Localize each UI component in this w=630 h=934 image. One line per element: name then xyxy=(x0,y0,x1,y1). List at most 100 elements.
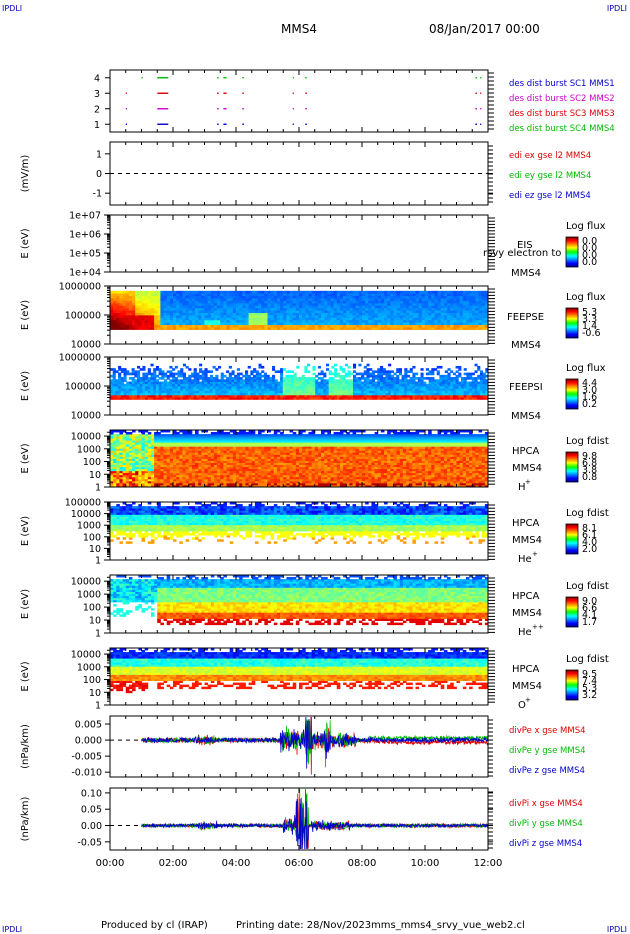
feepsi-cell xyxy=(199,392,203,396)
feepse-cell xyxy=(185,290,190,294)
feepse-cell xyxy=(465,307,470,311)
feepsi-cell xyxy=(137,377,141,380)
feepsi-cell xyxy=(312,394,316,398)
feepsi-cell xyxy=(315,397,319,400)
feepse-cell xyxy=(195,300,199,304)
hpca_h-cell xyxy=(166,442,171,445)
hpca_h-cell xyxy=(122,476,127,480)
hpca_h-cell xyxy=(110,458,114,461)
feepsi-cell xyxy=(471,394,475,398)
feepse-cell xyxy=(447,324,451,328)
hpca_h-cell xyxy=(110,478,114,482)
hpca_h-cell xyxy=(229,480,234,484)
feepsi-cell xyxy=(334,386,338,389)
feepse-cell xyxy=(402,295,407,299)
feepse-cell xyxy=(371,293,375,297)
feepse-cell xyxy=(333,327,338,330)
hpca_h-cell xyxy=(242,434,246,437)
feepse-cell xyxy=(308,290,312,294)
feepse-cell xyxy=(377,302,382,306)
hpca_h-cell xyxy=(220,456,224,459)
feepsi-cell xyxy=(388,372,392,376)
feepsi-cell xyxy=(382,388,386,391)
feepse-cell xyxy=(299,298,303,301)
hpca_h-cell xyxy=(154,436,158,439)
hpca_h-cell xyxy=(154,460,158,463)
feepse-cell xyxy=(390,310,394,313)
feepsi-cell xyxy=(142,388,146,391)
feepse-cell xyxy=(415,305,420,309)
feepsi-cell xyxy=(199,374,203,378)
feepse-cell xyxy=(311,319,316,323)
feepse-cell xyxy=(368,310,372,313)
hpca_h-cell xyxy=(185,454,190,457)
feepse-cell xyxy=(371,322,375,326)
feepse-cell xyxy=(484,298,489,301)
feepse-cell xyxy=(299,317,303,321)
hpca_h-cell xyxy=(138,472,142,476)
feepse-cell xyxy=(141,315,146,318)
feepse-cell xyxy=(169,310,174,313)
feepsi-cell xyxy=(463,386,467,389)
feepse-cell xyxy=(173,312,177,316)
feepse-cell xyxy=(393,324,398,328)
feepsi-cell xyxy=(452,386,456,389)
hpca_h-cell xyxy=(132,458,136,461)
feepsi-cell xyxy=(388,377,392,380)
feepse-cell xyxy=(317,293,322,297)
feepse-cell xyxy=(182,312,186,316)
feepsi-cell xyxy=(439,365,443,369)
feepse-cell xyxy=(147,317,152,321)
feepse-cell xyxy=(343,302,347,306)
feepse-cell xyxy=(371,327,375,330)
feepsi-cell xyxy=(137,381,141,385)
hpca_h-cell xyxy=(125,472,130,476)
feepsi-cell xyxy=(363,392,367,396)
feepse-cell xyxy=(254,310,259,313)
hpca_h-cell xyxy=(188,458,193,461)
feepse-cell xyxy=(264,300,268,304)
feepse-cell xyxy=(182,298,186,301)
feepse-cell xyxy=(336,327,341,330)
feepsi-cell xyxy=(155,397,159,400)
hpca_h-cell xyxy=(119,446,123,449)
hpca_h-cell xyxy=(248,482,253,486)
hpca_h-cell xyxy=(223,472,227,476)
hpca_h-cell xyxy=(182,440,186,443)
feepse-cell xyxy=(157,319,161,323)
feepse-cell xyxy=(229,322,234,326)
feepsi-cell xyxy=(158,392,162,396)
feepsi-cell xyxy=(420,377,424,380)
feepse-cell xyxy=(110,295,114,299)
feepsi-cell xyxy=(347,388,351,391)
feepse-cell xyxy=(176,322,180,326)
feepse-cell xyxy=(472,302,476,306)
feepse-cell xyxy=(138,312,142,316)
feepsi-cell xyxy=(374,388,378,391)
hpca_h-cell xyxy=(128,480,133,484)
feepsi-cell xyxy=(458,372,462,376)
feepsi-cell xyxy=(309,381,313,385)
feepse-cell xyxy=(447,290,451,294)
hpca_h-cell xyxy=(217,438,221,441)
hpca_h-cell xyxy=(258,448,262,451)
feepsi-cell xyxy=(371,372,375,376)
feepsi-cell xyxy=(404,379,408,382)
feepsi-cell xyxy=(247,386,251,389)
feepsi-cell xyxy=(118,386,122,389)
feepsi-cell xyxy=(166,383,170,387)
feepse-cell xyxy=(116,290,120,294)
feepse-cell xyxy=(264,302,268,306)
feepsi-cell xyxy=(466,392,470,396)
feepse-cell xyxy=(150,305,155,309)
feepse-cell xyxy=(365,302,369,306)
feepsi-cell xyxy=(363,390,367,394)
feepse-cell xyxy=(254,315,259,318)
hpca_h-cell xyxy=(169,434,174,437)
feepsi-cell xyxy=(452,383,456,387)
hpca_h-cell xyxy=(210,436,215,439)
hpca_h-cell xyxy=(176,458,180,461)
feepse-cell xyxy=(261,310,265,313)
feepsi-cell xyxy=(209,374,213,378)
hpca_h-cell xyxy=(226,432,231,435)
